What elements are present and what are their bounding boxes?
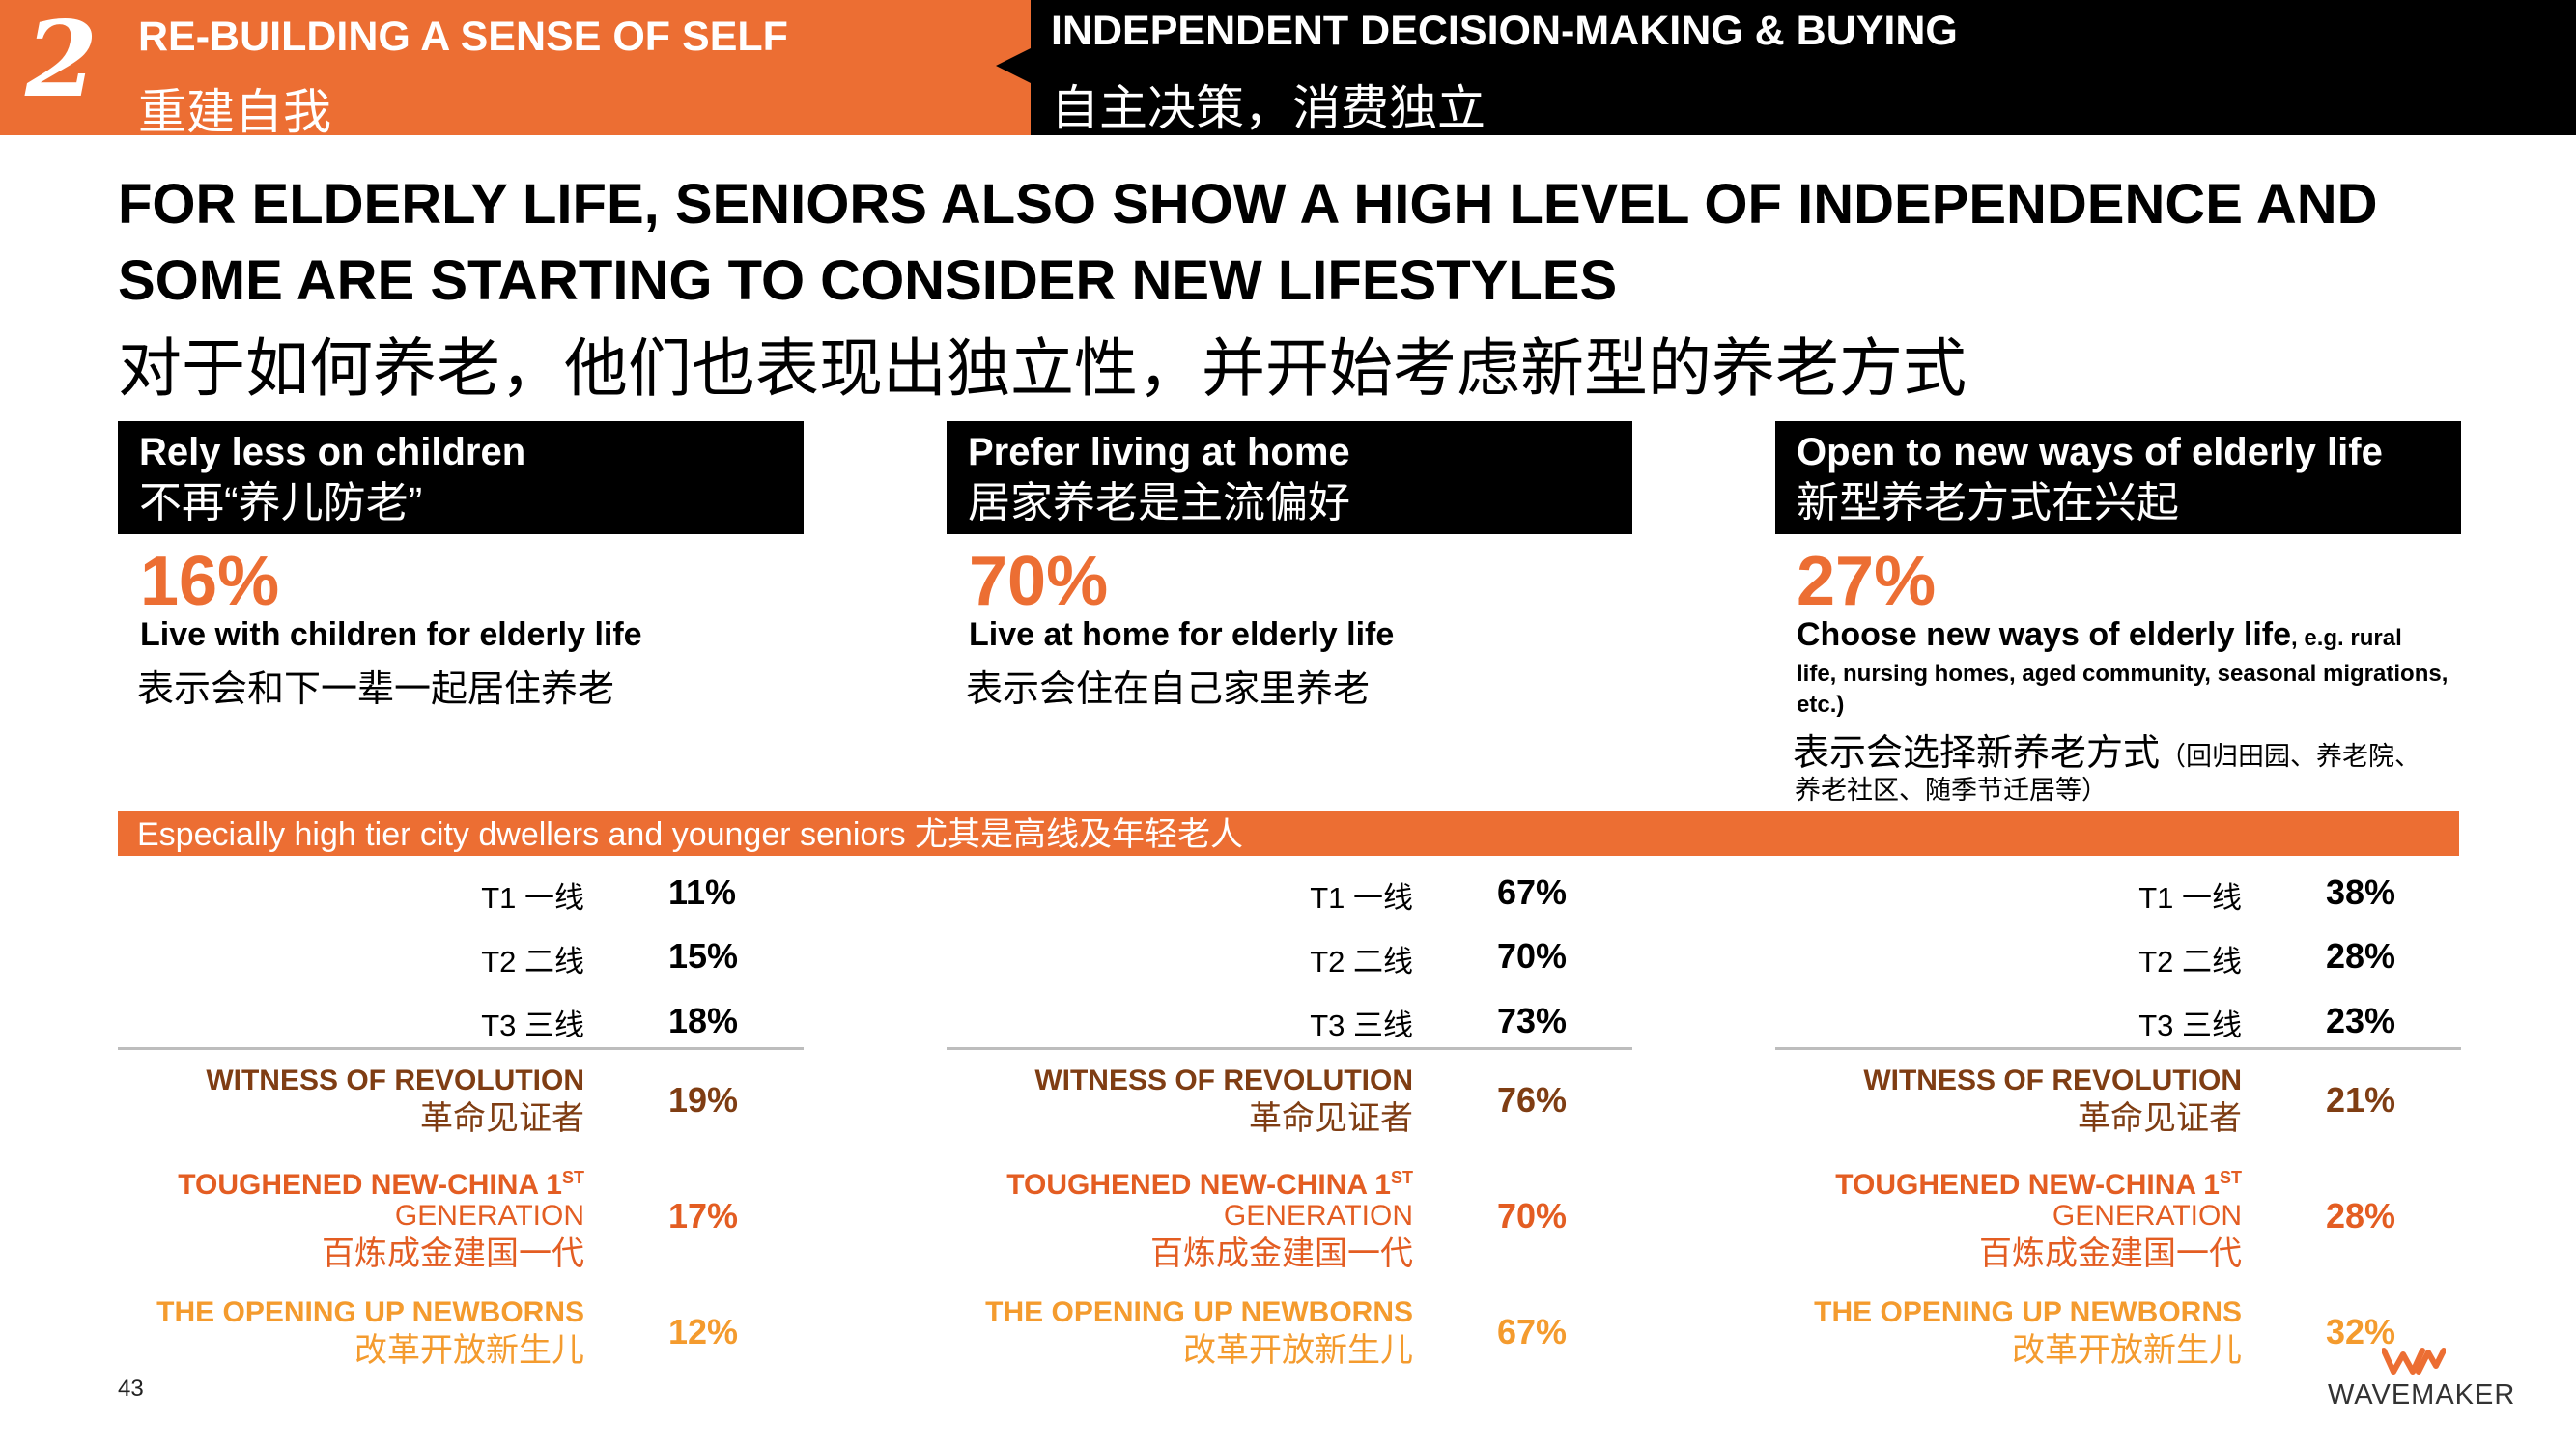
headline-en: FOR ELDERLY LIFE, SENIORS ALSO SHOW A HI… — [118, 173, 2378, 312]
stat-value: 70% — [969, 543, 1109, 620]
headline-zh: 对于如何养老，他们也表现出独立性，并开始考虑新型的养老方式 — [118, 332, 1967, 404]
subsection-title-zh: 自主决策，消费独立 — [1051, 81, 1486, 135]
column-title-en: Rely less on children — [139, 431, 526, 473]
stat-note-zh-cont: 养老社区、随季节迁居等） — [1795, 776, 2108, 805]
divider — [118, 1047, 804, 1050]
column-title-zh: 居家养老是主流偏好 — [968, 479, 1350, 526]
segment-toughened-en-2: GENERATION — [1223, 1200, 1413, 1232]
banner-arrow — [996, 48, 1031, 83]
tier-label-t3: T3 三线 — [2138, 1009, 2242, 1042]
segment-toughened-value: 28% — [2326, 1196, 2396, 1236]
stat-label-en-example: , e.g. rural — [2291, 625, 2402, 651]
segment-revolution-value: 21% — [2326, 1080, 2396, 1120]
stat-label-zh: 表示会选择新养老方式 — [1793, 733, 2161, 774]
tier-label-t2: T2 二线 — [1310, 945, 1413, 979]
segment-opening-zh: 改革开放新生儿 — [354, 1332, 584, 1369]
section-banner-right — [1031, 0, 2576, 135]
segment-toughened-en: TOUGHENED NEW-CHINA 1ST — [1006, 1168, 1413, 1201]
stat-label-en: Choose new ways of elderly life — [1797, 616, 2292, 653]
section-banner-left — [0, 0, 1031, 135]
segment-toughened-en: TOUGHENED NEW-CHINA 1ST — [178, 1168, 584, 1201]
segment-revolution-value: 76% — [1497, 1080, 1568, 1120]
segment-revolution-en: WITNESS OF REVOLUTION — [1034, 1065, 1413, 1096]
tier-label-t3: T3 三线 — [1310, 1009, 1413, 1042]
wavemaker-logo-icon — [2381, 1347, 2447, 1380]
segment-opening-zh: 改革开放新生儿 — [1183, 1332, 1413, 1369]
tier-label-t2: T2 二线 — [481, 945, 584, 979]
segment-revolution-zh: 革命见证者 — [2078, 1100, 2242, 1137]
stat-label-en-line: Choose new ways of elderly life, e.g. ru… — [1797, 616, 2402, 654]
page-number: 43 — [118, 1376, 144, 1402]
column-title-en: Prefer living at home — [968, 431, 1350, 473]
segment-toughened-zh: 百炼成金建国一代 — [322, 1236, 584, 1272]
divider — [947, 1047, 1632, 1050]
column-title-zh: 新型养老方式在兴起 — [1797, 479, 2179, 526]
column-header-rely-less: Rely less on children 不再“养儿防老” — [118, 421, 804, 534]
tier-value-t2: 70% — [1497, 936, 1568, 976]
wavemaker-logo-text: WAVEMAKER — [2328, 1379, 2516, 1410]
segment-toughened-zh: 百炼成金建国一代 — [1150, 1236, 1413, 1272]
section-title-zh: 重建自我 — [138, 85, 331, 139]
tier-value-t1: 67% — [1497, 872, 1568, 912]
stat-value: 16% — [140, 543, 280, 620]
segment-opening-en: THE OPENING UP NEWBORNS — [985, 1296, 1413, 1328]
segment-revolution-en: WITNESS OF REVOLUTION — [1863, 1065, 2242, 1096]
tier-value-t3: 23% — [2326, 1001, 2396, 1040]
stat-label-zh: 表示会和下一辈一起居住养老 — [137, 669, 615, 710]
segment-revolution-zh: 革命见证者 — [1249, 1100, 1413, 1137]
stat-label-zh-line: 表示会选择新养老方式（回归田园、养老院、 — [1793, 723, 2420, 776]
tier-label-t1: T1 一线 — [1310, 881, 1413, 915]
segment-revolution-value: 19% — [668, 1080, 739, 1120]
subsection-title-en: INDEPENDENT DECISION-MAKING & BUYING — [1051, 8, 1958, 54]
tier-label-t2: T2 二线 — [2138, 945, 2242, 979]
stat-value: 27% — [1797, 543, 1937, 620]
stat-note-en: life, nursing homes, aged community, sea… — [1797, 661, 2449, 718]
segment-opening-en: THE OPENING UP NEWBORNS — [156, 1296, 584, 1328]
section-number: 2 — [25, 0, 99, 121]
tier-label-t3: T3 三线 — [481, 1009, 584, 1042]
segment-opening-value: 12% — [668, 1312, 739, 1351]
column-title-en: Open to new ways of elderly life — [1797, 431, 2383, 473]
segment-toughened-value: 17% — [668, 1196, 739, 1236]
segment-toughened-en-2: GENERATION — [2052, 1200, 2242, 1232]
tier-value-t1: 38% — [2326, 872, 2396, 912]
segment-revolution-zh: 革命见证者 — [420, 1100, 584, 1137]
tier-value-t2: 28% — [2326, 936, 2396, 976]
tier-value-t2: 15% — [668, 936, 739, 976]
segment-opening-value: 32% — [2326, 1312, 2396, 1351]
segment-toughened-en: TOUGHENED NEW-CHINA 1ST — [1835, 1168, 2242, 1201]
segment-opening-value: 67% — [1497, 1312, 1568, 1351]
tier-value-t3: 73% — [1497, 1001, 1568, 1040]
column-header-new-ways: Open to new ways of elderly life 新型养老方式在… — [1775, 421, 2461, 534]
column-title-zh: 不再“养儿防老” — [139, 479, 423, 526]
divider — [1775, 1047, 2461, 1050]
segment-toughened-zh: 百炼成金建国一代 — [1979, 1236, 2242, 1272]
tier-label-t1: T1 一线 — [2138, 881, 2242, 915]
stat-label-en: Live with children for elderly life — [140, 616, 642, 653]
highlight-strip-text: Especially high tier city dwellers and y… — [137, 816, 1244, 853]
segment-opening-en: THE OPENING UP NEWBORNS — [1814, 1296, 2242, 1328]
stat-note-zh: （回归田园、养老院、 — [2160, 742, 2421, 771]
tier-label-t1: T1 一线 — [481, 881, 584, 915]
tier-value-t1: 11% — [668, 872, 737, 912]
segment-revolution-en: WITNESS OF REVOLUTION — [206, 1065, 584, 1096]
section-title-en: RE-BUILDING A SENSE OF SELF — [138, 14, 788, 60]
column-header-living-at-home: Prefer living at home 居家养老是主流偏好 — [947, 421, 1632, 534]
stat-label-en: Live at home for elderly life — [969, 616, 1395, 653]
segment-opening-zh: 改革开放新生儿 — [2012, 1332, 2242, 1369]
segment-toughened-value: 70% — [1497, 1196, 1568, 1236]
tier-value-t3: 18% — [668, 1001, 739, 1040]
segment-toughened-en-2: GENERATION — [394, 1200, 584, 1232]
stat-label-zh: 表示会住在自己家里养老 — [966, 669, 1371, 710]
highlight-strip — [118, 811, 2459, 856]
